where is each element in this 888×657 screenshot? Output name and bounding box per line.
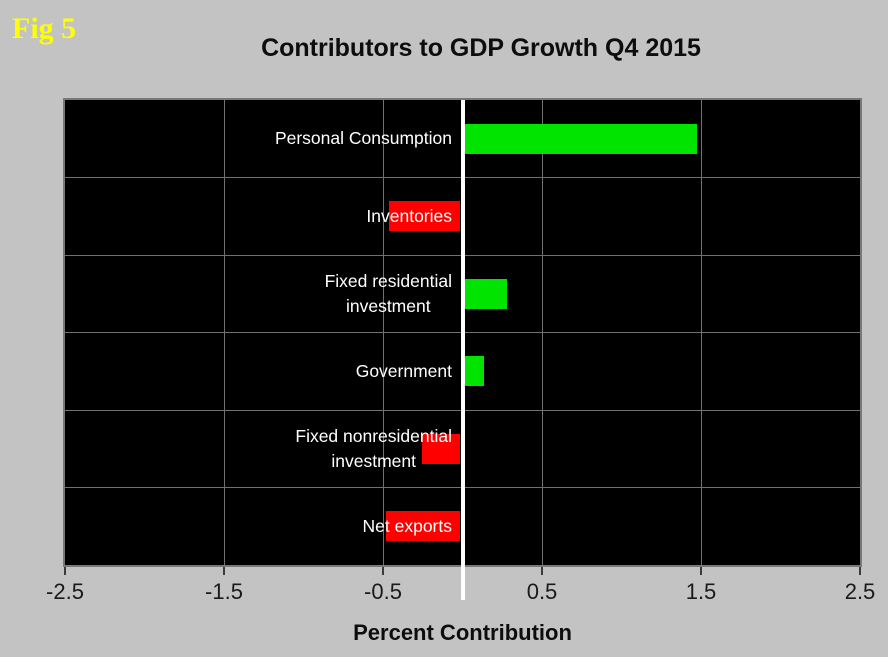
- category-label: Inventories: [366, 178, 452, 256]
- data-bar: [464, 278, 508, 309]
- category-label-text: Government: [355, 360, 452, 381]
- data-bar: [464, 356, 484, 387]
- x-axis-tick-label: -0.5: [364, 579, 402, 604]
- category-label: Fixed nonresidential investment: [295, 410, 452, 488]
- category-label-text: Fixed nonresidential investment: [295, 425, 452, 471]
- x-axis-tick: [382, 567, 384, 575]
- category-label-text: Inventories: [366, 205, 452, 226]
- chart-title: Contributors to GDP Growth Q4 2015: [261, 34, 701, 62]
- data-bar: [388, 201, 461, 232]
- x-axis-tick-label: 2.5: [844, 579, 876, 604]
- data-bar: [422, 433, 461, 464]
- x-axis-tick-label: -1.5: [205, 579, 243, 604]
- category-label: Personal Consumption: [275, 100, 452, 178]
- category-label: Government: [356, 333, 452, 411]
- zero-axis-line: [460, 100, 465, 600]
- category-label-text: Fixed residential investment: [324, 270, 452, 316]
- x-axis-tick-label: 1.5: [685, 579, 717, 604]
- x-axis-tick: [700, 567, 702, 575]
- figure-number-label: Fig 5: [12, 12, 77, 45]
- data-bar: [464, 123, 697, 154]
- data-bar: [385, 511, 461, 542]
- x-axis-tick-label: 0.5: [526, 579, 558, 604]
- x-axis-tick: [541, 567, 543, 575]
- x-axis-tick-label: -2.5: [46, 579, 84, 604]
- x-axis-title: Percent Contribution: [353, 620, 572, 645]
- category-label-text: Personal Consumption: [274, 128, 452, 149]
- category-label: Net exports: [363, 488, 452, 566]
- category-label-text: Net exports: [362, 515, 452, 536]
- x-axis-tick: [64, 567, 66, 575]
- x-axis-tick: [859, 567, 861, 575]
- category-label: Fixed residential investment: [325, 255, 452, 333]
- plot-area: Personal Consumption Inventories Fixed res…: [63, 98, 862, 600]
- x-axis-tick: [223, 567, 225, 575]
